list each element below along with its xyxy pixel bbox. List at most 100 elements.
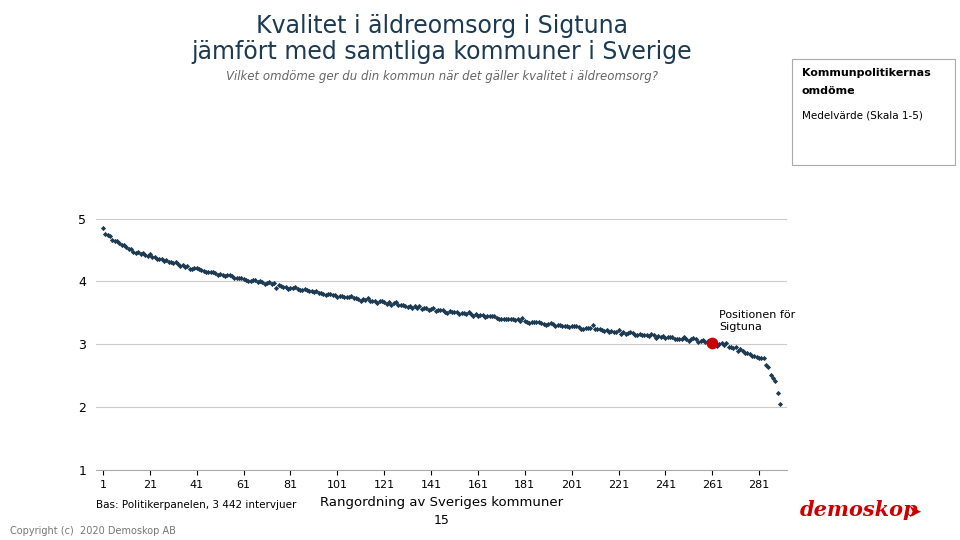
- Point: [731, 347, 746, 355]
- Point: [627, 330, 642, 339]
- Point: [534, 319, 549, 327]
- Point: [639, 330, 655, 339]
- Point: [342, 293, 357, 301]
- Point: [498, 315, 514, 323]
- Point: [522, 319, 538, 327]
- Point: [505, 315, 520, 323]
- Point: [412, 302, 427, 310]
- Point: [274, 281, 289, 290]
- Point: [672, 335, 687, 343]
- Point: [698, 338, 713, 346]
- Point: [212, 269, 228, 278]
- Point: [651, 332, 666, 341]
- Point: [170, 260, 185, 268]
- Point: [487, 311, 502, 320]
- Point: [259, 279, 275, 287]
- Point: [397, 302, 413, 310]
- Point: [252, 277, 268, 286]
- Point: [723, 343, 738, 352]
- Point: [360, 293, 375, 302]
- Point: [540, 320, 556, 329]
- Point: [630, 330, 645, 339]
- Point: [355, 295, 371, 304]
- Point: [404, 303, 420, 312]
- Point: [339, 293, 354, 301]
- Point: [111, 239, 127, 247]
- Point: [246, 276, 261, 285]
- Text: Kvalitet i äldreomsorg i Sigtuna: Kvalitet i äldreomsorg i Sigtuna: [255, 14, 628, 37]
- Point: [145, 253, 160, 261]
- Point: [306, 287, 322, 296]
- Point: [370, 298, 385, 307]
- Point: [215, 271, 230, 279]
- Point: [353, 296, 369, 305]
- Point: [428, 307, 444, 315]
- Point: [536, 320, 551, 328]
- Point: [196, 266, 211, 275]
- Point: [241, 276, 256, 285]
- Point: [711, 339, 727, 348]
- Point: [684, 335, 699, 343]
- Point: [496, 315, 512, 323]
- Point: [451, 309, 467, 318]
- Point: [184, 265, 200, 273]
- Point: [562, 323, 577, 332]
- Point: [222, 271, 237, 279]
- Point: [384, 301, 399, 309]
- Point: [311, 289, 326, 298]
- Point: [207, 268, 223, 277]
- Point: [557, 321, 572, 330]
- Point: [742, 350, 757, 359]
- X-axis label: Rangordning av Sveriges kommuner: Rangordning av Sveriges kommuner: [320, 496, 564, 509]
- Point: [760, 362, 776, 371]
- Point: [599, 326, 614, 334]
- Point: [379, 299, 395, 308]
- Point: [555, 322, 570, 331]
- Point: [588, 325, 603, 333]
- Point: [236, 275, 252, 284]
- Point: [765, 373, 780, 382]
- Point: [643, 329, 659, 338]
- Point: [615, 328, 631, 336]
- Point: [519, 318, 535, 327]
- Point: [444, 307, 460, 316]
- Point: [276, 282, 291, 291]
- Point: [482, 312, 497, 321]
- Point: [768, 377, 783, 386]
- Point: [421, 306, 437, 314]
- Point: [740, 348, 756, 357]
- Point: [592, 325, 608, 333]
- Point: [466, 312, 481, 320]
- Point: [526, 318, 541, 327]
- Point: [402, 302, 418, 310]
- Point: [376, 298, 392, 306]
- Point: [489, 314, 504, 322]
- Point: [329, 293, 345, 301]
- Point: [103, 232, 118, 241]
- Point: [363, 296, 378, 305]
- Point: [189, 264, 204, 272]
- Point: [510, 315, 525, 323]
- Point: [443, 307, 458, 315]
- Point: [116, 241, 132, 250]
- Point: [168, 258, 183, 266]
- Point: [121, 244, 136, 253]
- Point: [98, 229, 113, 238]
- Text: Vilket omdöme ger du din kommun när det gäller kvalitet i äldreomsorg?: Vilket omdöme ger du din kommun när det …: [226, 70, 658, 83]
- Point: [635, 331, 650, 340]
- Point: [308, 287, 324, 295]
- Point: [433, 306, 448, 314]
- Point: [337, 293, 352, 302]
- Point: [756, 354, 772, 363]
- Point: [372, 296, 387, 305]
- Point: [313, 289, 328, 298]
- Text: Bas: Politikerpanelen, 3 442 intervjuer: Bas: Politikerpanelen, 3 442 intervjuer: [96, 500, 297, 510]
- Text: Medelvärde (Skala 1-5): Medelvärde (Skala 1-5): [802, 111, 923, 121]
- Point: [374, 297, 390, 306]
- Point: [566, 322, 582, 331]
- Point: [358, 295, 373, 304]
- Point: [344, 292, 359, 300]
- Point: [238, 275, 253, 284]
- Point: [325, 291, 341, 299]
- Point: [407, 302, 422, 310]
